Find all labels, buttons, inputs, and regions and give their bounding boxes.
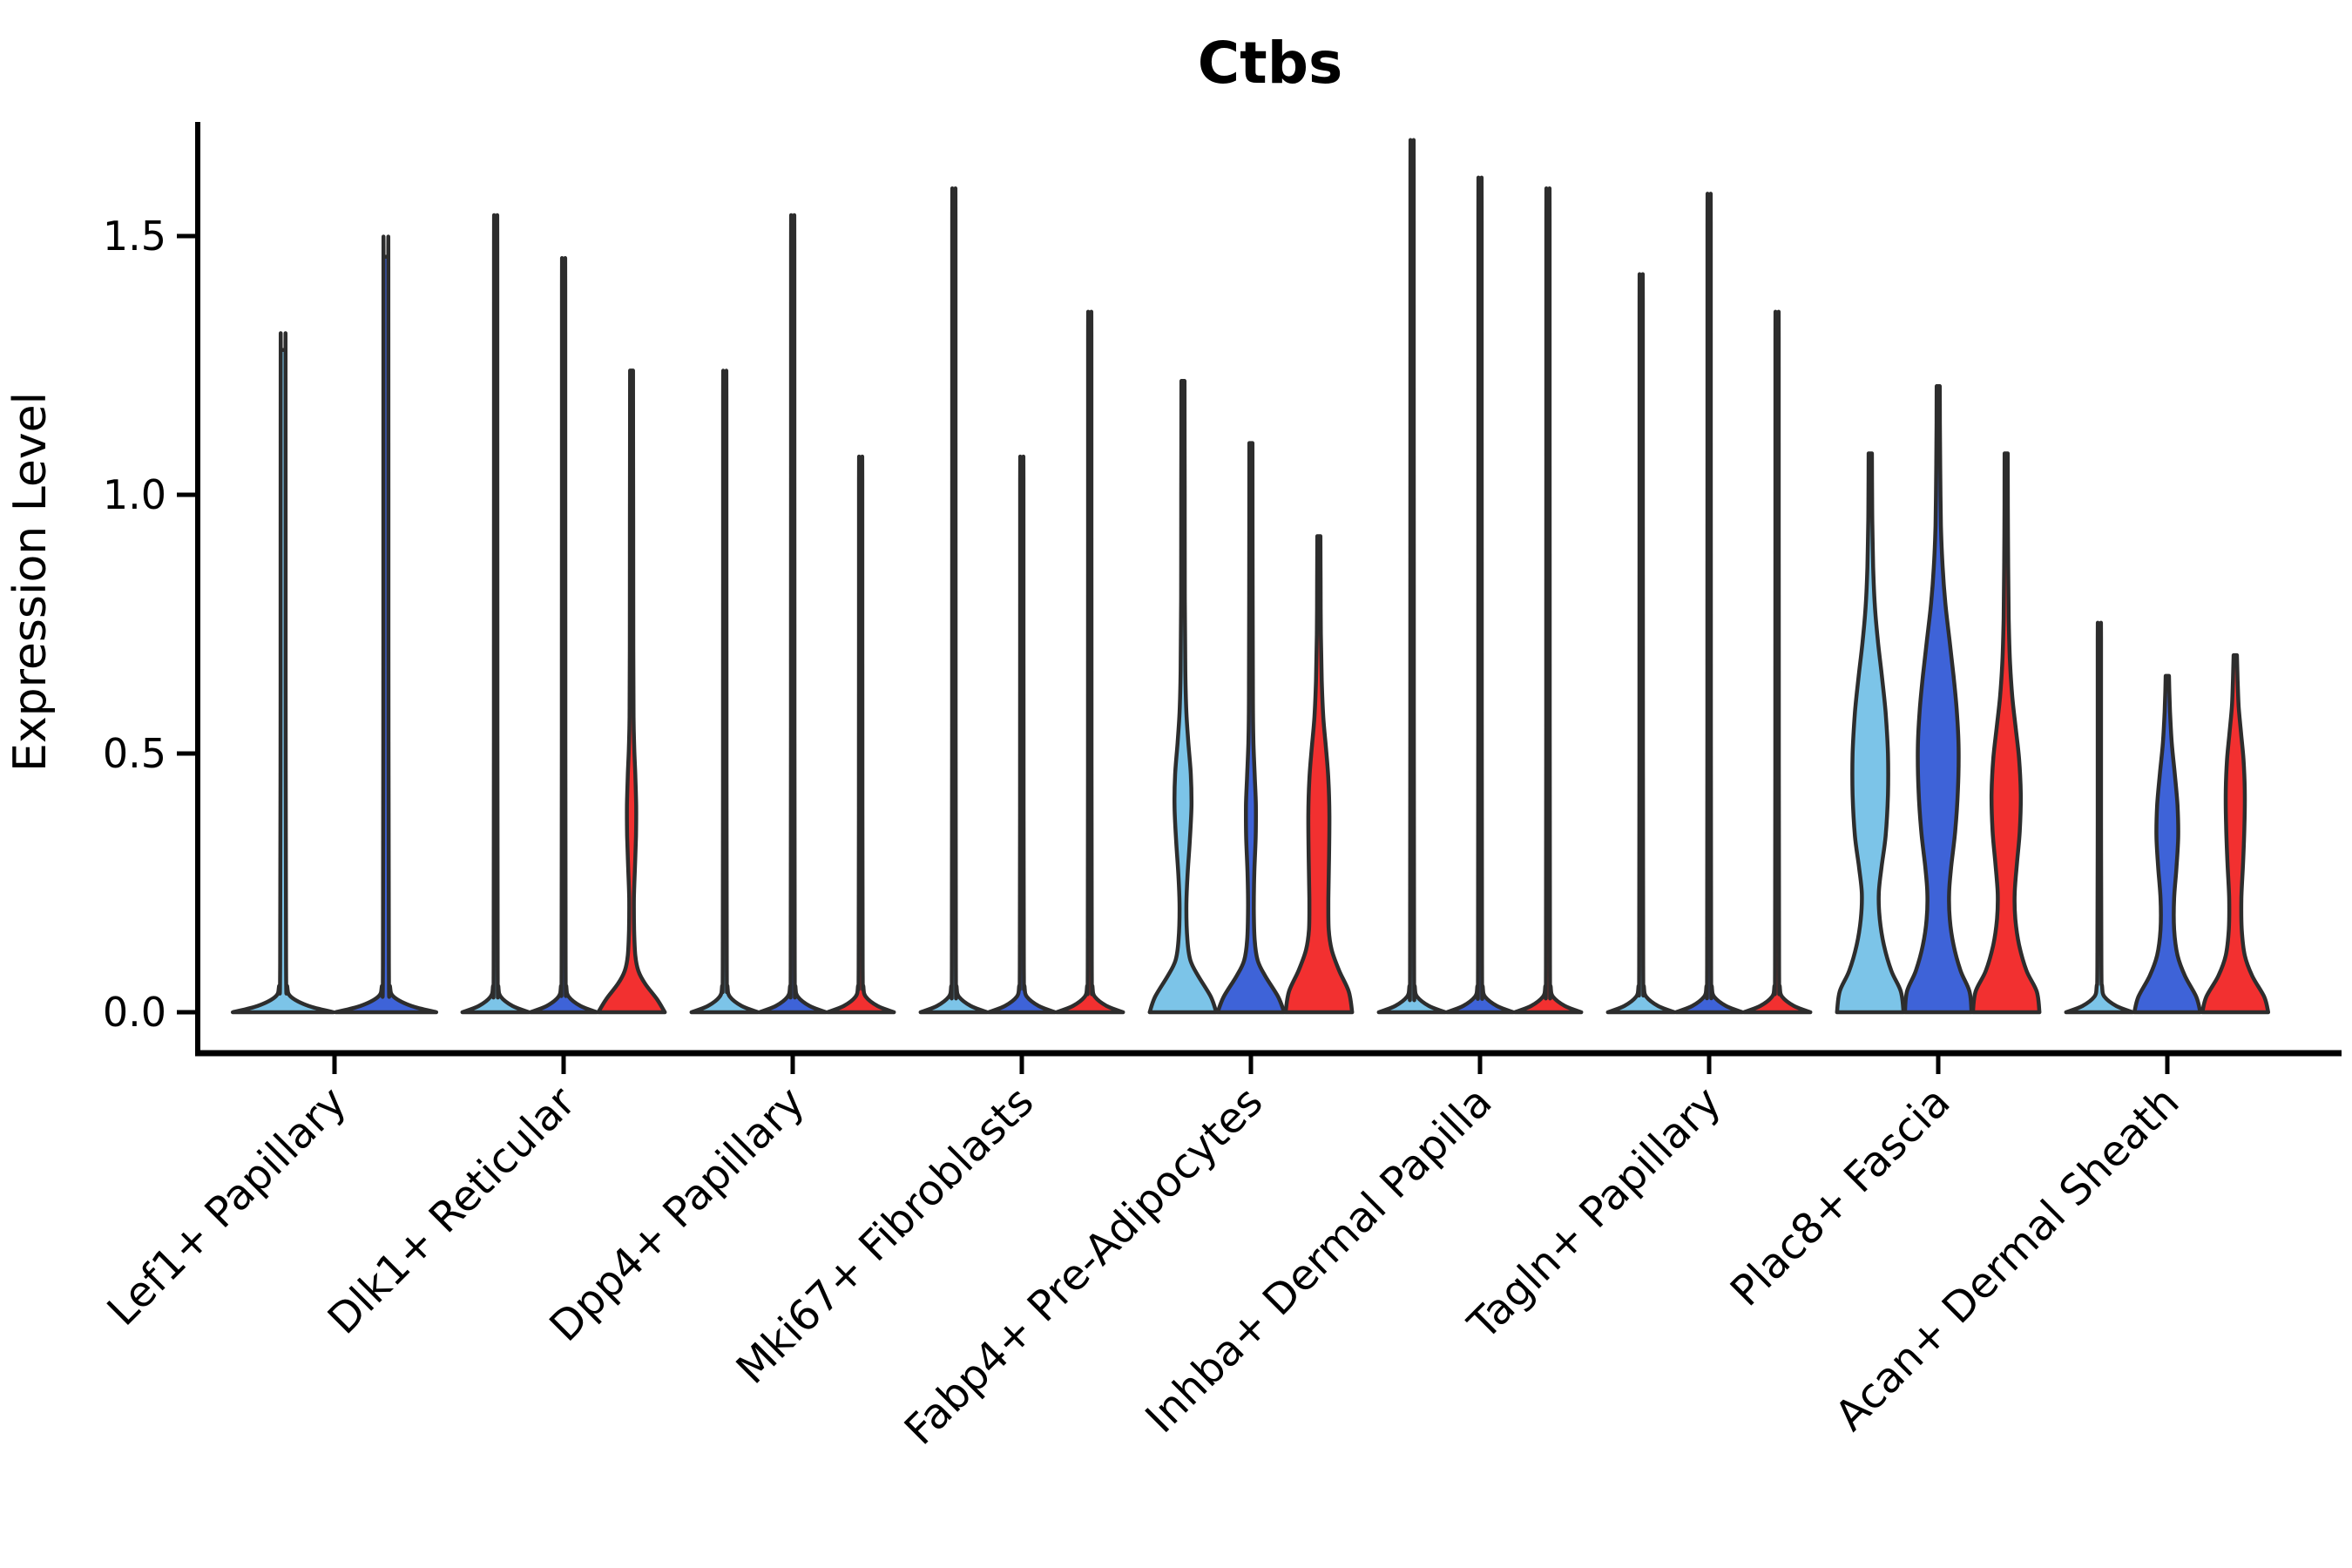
violin-body (1283, 534, 1355, 1015)
violin-spike (1605, 272, 1677, 1015)
chart-title: Ctbs (1198, 30, 1343, 97)
x-category-label: Lef1+ Papillary (98, 1078, 356, 1335)
x-category-label: Dlk1+ Reticular (319, 1078, 585, 1344)
violin-spike (1444, 175, 1516, 1015)
violin-spike (1376, 138, 1448, 1015)
violin-spike (825, 454, 896, 1015)
y-axis-label: Expression Level (4, 392, 57, 772)
y-tick-label: 0.5 (103, 730, 166, 777)
violin-body (1215, 441, 1287, 1015)
violin-spike (1741, 309, 1813, 1015)
violin-body (2200, 652, 2271, 1015)
axes-group (177, 122, 2342, 1074)
violin-spike (2064, 620, 2135, 1015)
x-category-label: Plac8+ Fascia (1721, 1078, 1960, 1316)
violin-spike (757, 213, 828, 1015)
violin-spike (333, 234, 439, 1015)
violins-group (230, 138, 2271, 1015)
violin-body (1970, 451, 2042, 1015)
violin-spike (1054, 309, 1125, 1015)
violin-body (1903, 384, 1974, 1015)
x-category-label: Dpp4+ Papillary (540, 1078, 814, 1351)
violin-body (1147, 379, 1219, 1015)
violin-body (1835, 451, 1906, 1015)
y-tick-label: 1.5 (103, 213, 166, 260)
x-category-label: Tagln+ Papillary (1458, 1078, 1730, 1349)
violin-spike (230, 331, 336, 1015)
violin-spike (528, 256, 599, 1015)
violin-spike (986, 454, 1058, 1015)
y-tick-label: 1.0 (103, 471, 166, 518)
violin-spike (689, 368, 760, 1015)
violin-spike (1673, 192, 1745, 1015)
violin-body (596, 368, 667, 1015)
y-tick-label: 0.0 (103, 989, 166, 1036)
violin-spike (1512, 186, 1584, 1015)
violin-spike (918, 186, 990, 1015)
violin-spike (460, 213, 531, 1015)
violin-body (2132, 673, 2203, 1015)
